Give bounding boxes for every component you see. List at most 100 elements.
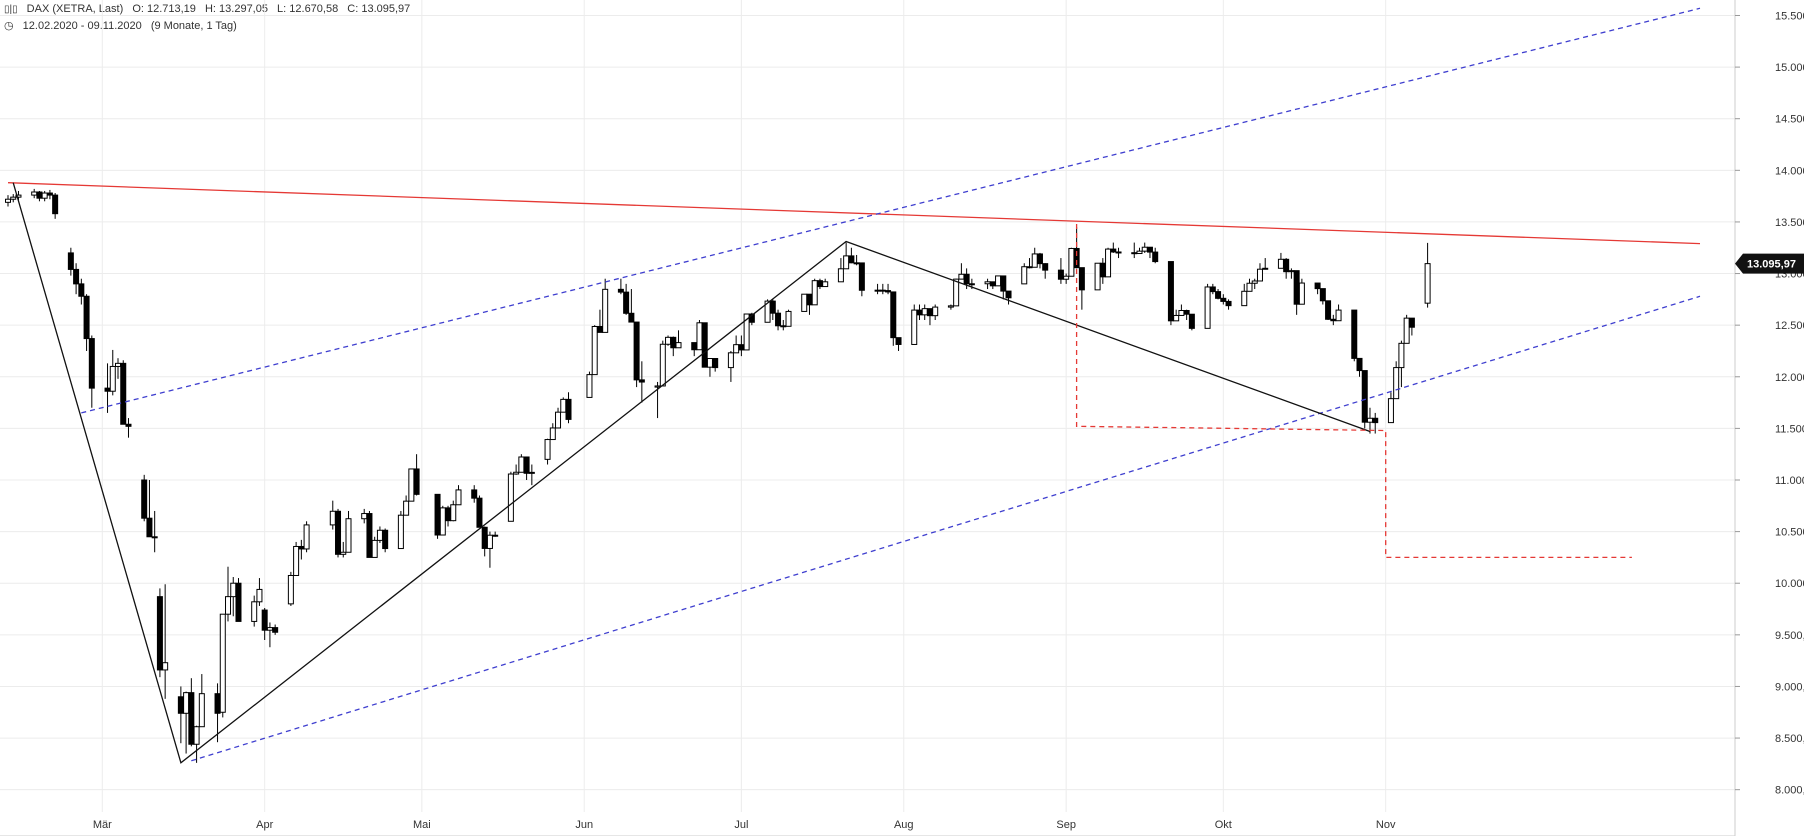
candle [623,283,630,315]
candle-body-down [1356,357,1363,372]
low-value: L: 12.670,58 [277,3,339,15]
candle [984,278,991,290]
candle-body-down [471,489,478,499]
candle-body-up [811,280,818,306]
candle [1335,304,1342,322]
candle [916,304,923,320]
candle [1141,242,1148,253]
candle-body-down [596,326,603,333]
candle [366,510,373,558]
candle-body-down [146,517,153,538]
candle-body-down [628,312,635,323]
candle-body-down [885,290,892,293]
candle [31,188,38,199]
candle [1105,247,1112,278]
candle [1110,242,1117,253]
candle [885,283,892,295]
candle-body-up [1241,290,1248,307]
candle [52,193,59,219]
candle-body-up [1298,282,1305,305]
candle-body-up [193,726,200,745]
candle-body-down [46,192,53,196]
candle [235,578,242,622]
candle-body-down [366,513,373,558]
close-value: C: 13.095,97 [347,3,411,15]
candle-body-up [230,582,237,598]
candle-body-up [183,692,190,714]
candle [256,578,263,606]
candle-body-down [235,582,242,622]
candle [146,480,153,538]
candle-body-down [617,288,624,293]
candle-body-down [1110,248,1117,253]
candle-body-up [1256,268,1263,282]
x-tick-label: Mär [93,819,112,831]
candle [225,566,232,622]
candle [507,471,514,522]
candle-body-up [843,255,850,270]
candle-body-down [88,338,95,389]
candle-body-down [1188,313,1195,329]
y-tick-label: 15.500,00 [1775,10,1804,22]
candle-body-up [968,283,975,286]
candle-body-down [1325,300,1332,320]
candle-body-down [1167,261,1174,322]
candle [261,608,268,640]
candle [376,526,383,543]
candle-body-up [706,358,713,368]
candle [1398,340,1405,388]
candle [120,360,127,425]
candle [1167,261,1174,326]
candle-body-up [41,192,48,199]
candle [219,613,226,718]
candle-body-up [345,518,352,553]
candle [775,309,782,331]
candle [879,283,886,295]
y-tick-label: 13.500,00 [1775,217,1804,229]
candle-body-up [675,342,682,349]
candle [156,588,163,678]
candle-body-down [1220,297,1227,302]
candle [1178,304,1185,316]
candle-body-up [1178,310,1185,316]
y-tick-label: 11.500,00 [1775,423,1804,435]
candle-body-down [36,191,43,199]
y-tick-label: 8.000,00 [1775,785,1804,797]
y-tick-label: 15.000,00 [1775,62,1804,74]
candle-body-up [1387,398,1394,424]
candle [1215,289,1222,300]
y-tick-label: 10.500,00 [1775,527,1804,539]
candle [397,510,404,550]
candle-body-up [958,273,965,280]
candle-body-up [1288,270,1295,273]
candle [36,190,43,202]
candle-body-up [256,588,263,603]
candle-body-up [109,365,116,392]
candle-body-down [623,291,630,314]
candle [696,320,703,351]
candle [67,247,74,276]
candle [911,304,918,345]
clock-icon: ◷ [4,20,14,32]
x-tick-label: Aug [894,819,914,831]
x-tick-label: Apr [256,819,273,831]
candle-body-up [376,529,383,541]
candle [659,340,666,387]
candle-body-down [188,692,195,745]
candle-body-up [1141,246,1148,252]
candle-body-up [293,545,300,576]
candle-body-up [1277,258,1284,269]
candle-body-down [565,398,572,420]
candle [1031,247,1038,268]
candle-body-up [1105,248,1112,278]
candle [1183,309,1190,320]
candle [958,263,965,280]
candle [1251,278,1258,290]
candle [1351,309,1358,362]
candle-body-down [1361,370,1368,423]
candle-body-up [439,507,446,536]
candle-body-up [1393,367,1400,400]
candle-body-up [1366,417,1373,423]
candle-body-up [822,281,829,288]
